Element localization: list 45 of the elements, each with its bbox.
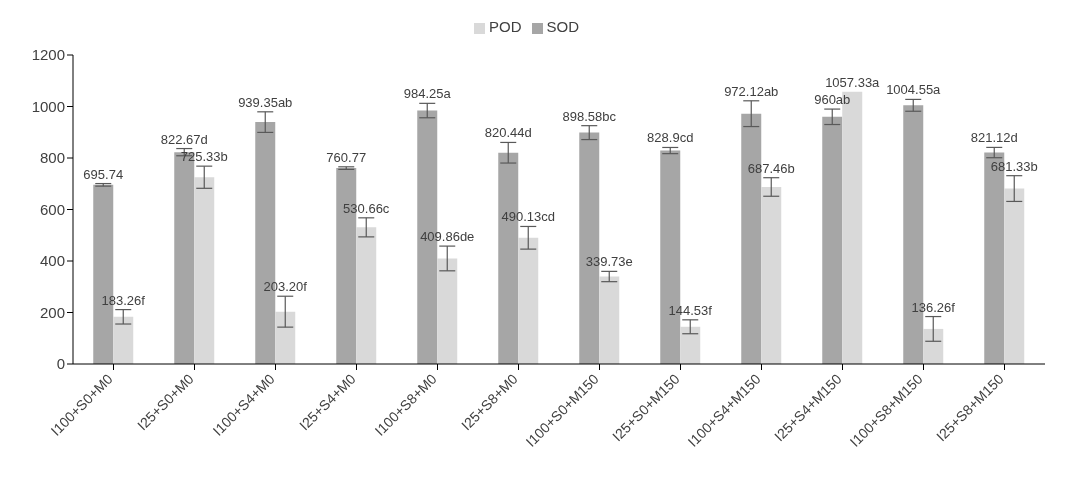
bar [518,237,539,364]
data-label: 1057.33a [825,74,881,90]
y-tick-label: 400 [39,252,65,270]
bar [761,186,782,364]
data-label: 687.46b [747,160,795,176]
data-label: 898.58bc [562,108,617,124]
data-label: 822.67d [160,131,208,147]
y-tick-label: 1000 [31,97,65,115]
data-label: 136.26f [911,299,956,315]
data-label: 939.35ab [238,94,293,110]
data-label: 183.26f [101,292,146,308]
bar [113,316,134,364]
bar [275,311,296,364]
data-label: 339.73e [585,254,633,270]
data-label: 530.66c [343,200,390,216]
y-tick-label: 0 [56,355,65,373]
data-label: 725.33b [180,149,228,165]
data-label: 409.86de [420,229,475,245]
data-label: 144.53f [668,302,713,318]
data-label: 203.20f [263,279,308,295]
data-label: 984.25a [403,86,452,102]
legend-label: SOD [546,18,580,35]
data-label: 960ab [814,92,851,108]
data-label: 681.33b [990,158,1038,174]
data-label: 972.12ab [724,83,779,99]
data-label: 490.13cd [501,209,555,225]
bar [1004,188,1025,364]
y-tick-label: 800 [39,149,65,167]
data-label: 695.74 [83,166,124,182]
bar [437,258,458,364]
bar [680,326,701,364]
y-tick-label: 600 [39,200,65,218]
data-label: 1004.55a [886,82,942,98]
y-tick-label: 1200 [31,46,65,64]
bar [923,328,944,364]
data-label: 760.77 [326,149,367,165]
data-label: 828.9cd [647,130,694,146]
legend-label: POD [488,18,522,35]
bar [356,227,377,364]
bar [194,177,215,364]
data-label: 820.44d [484,125,532,141]
data-label: 821.12d [970,130,1018,146]
bar [599,276,620,364]
y-tick-label: 200 [39,303,65,321]
bar [822,116,843,364]
